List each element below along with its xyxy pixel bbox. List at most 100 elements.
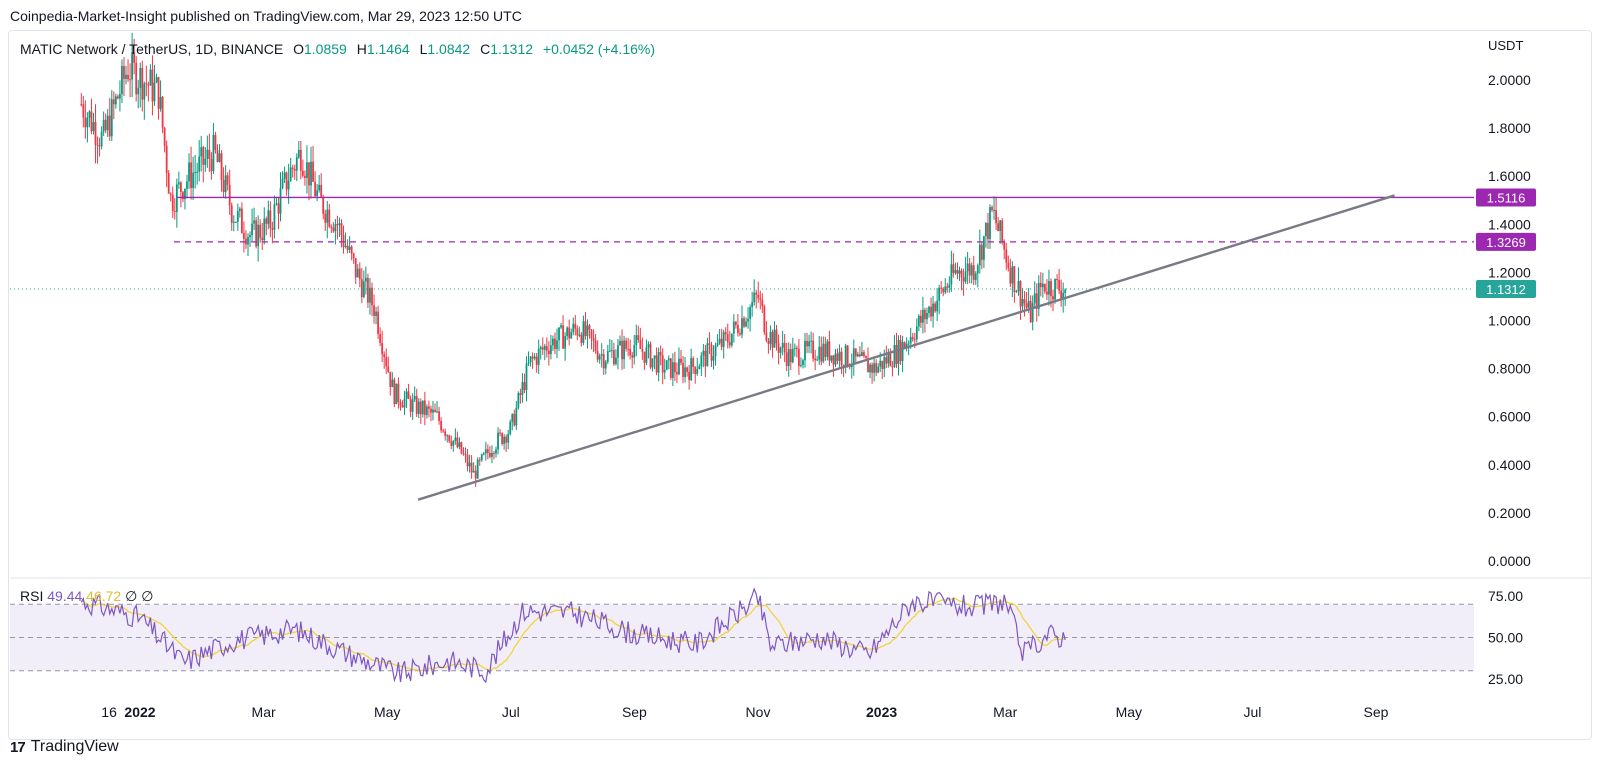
candle xyxy=(972,255,975,285)
candle xyxy=(472,462,475,473)
candle xyxy=(804,332,806,368)
candle xyxy=(354,258,357,284)
candle xyxy=(598,353,601,364)
candle xyxy=(1046,279,1048,300)
candle xyxy=(281,171,284,190)
low-value: 1.0842 xyxy=(427,41,471,57)
price-axis-tick: 0.4000 xyxy=(1488,457,1531,473)
candle xyxy=(1060,279,1063,307)
candle xyxy=(322,194,325,220)
candle xyxy=(716,334,719,347)
candle xyxy=(1023,291,1026,317)
candle xyxy=(537,339,540,374)
candle xyxy=(627,337,630,357)
candle xyxy=(393,377,396,408)
candle xyxy=(318,174,321,193)
candle xyxy=(812,332,815,362)
change-value: +0.0452 (+4.16%) xyxy=(542,41,656,57)
candle xyxy=(761,293,764,313)
trend-line[interactable] xyxy=(417,194,1395,501)
price-axis-tick: 0.8000 xyxy=(1488,361,1531,377)
candle xyxy=(409,395,412,418)
candle xyxy=(952,253,955,278)
candle xyxy=(936,288,939,322)
candle xyxy=(771,329,774,358)
candle xyxy=(956,262,959,280)
candle xyxy=(425,404,428,419)
rsi-axis-tick: 75.00 xyxy=(1488,588,1523,604)
candle xyxy=(728,330,731,349)
candle xyxy=(543,343,546,361)
candle xyxy=(452,440,455,452)
rsi-title[interactable]: RSI xyxy=(20,588,44,604)
candle xyxy=(838,344,841,369)
candle xyxy=(954,262,957,275)
candle xyxy=(700,352,703,376)
time-axis-tick: May xyxy=(1116,704,1142,720)
candle xyxy=(649,341,652,370)
candle xyxy=(596,340,599,363)
candle xyxy=(194,154,197,189)
candle xyxy=(810,331,812,354)
candle xyxy=(1025,291,1028,310)
candle xyxy=(415,388,418,418)
candle xyxy=(434,403,436,413)
candle xyxy=(917,314,920,332)
candle xyxy=(450,435,453,450)
candle xyxy=(1033,281,1036,309)
candle xyxy=(1001,218,1004,245)
candle xyxy=(919,309,922,329)
level-price-label: 1.3269 xyxy=(1486,235,1526,250)
candle xyxy=(486,444,489,460)
candle xyxy=(474,465,477,487)
candle xyxy=(1017,267,1020,296)
candle xyxy=(696,357,699,376)
symbol-title[interactable]: MATIC Network / TetherUS, 1D, BINANCE xyxy=(20,41,284,57)
candle xyxy=(871,362,873,384)
candle xyxy=(495,446,497,458)
candle xyxy=(629,339,632,360)
candle xyxy=(460,441,463,455)
candle xyxy=(698,363,701,370)
candle xyxy=(255,217,258,249)
candle xyxy=(517,391,520,410)
candle xyxy=(88,110,91,128)
candle xyxy=(832,355,835,377)
candle xyxy=(562,315,564,349)
candle xyxy=(576,325,579,341)
candle xyxy=(456,431,459,449)
candle xyxy=(527,351,530,366)
candle xyxy=(135,56,138,102)
candle xyxy=(783,333,786,363)
tradingview-brand[interactable]: 17 TradingView xyxy=(10,738,119,756)
candle xyxy=(177,171,180,189)
candle xyxy=(444,428,447,441)
price-unit-label[interactable]: USDT xyxy=(1488,38,1524,53)
time-axis-tick: 2022 xyxy=(124,704,155,720)
candle xyxy=(617,339,619,370)
candle xyxy=(332,222,335,233)
price-axis-tick: 0.6000 xyxy=(1488,409,1531,425)
candle xyxy=(1009,258,1012,287)
candle xyxy=(753,279,756,306)
candle xyxy=(881,360,884,379)
candle xyxy=(395,383,398,405)
candle xyxy=(560,323,562,330)
candle xyxy=(993,196,995,220)
candle xyxy=(165,140,168,188)
candle xyxy=(141,60,144,112)
candle xyxy=(440,417,443,433)
last-price-label: 1.1312 xyxy=(1486,282,1526,297)
candle xyxy=(464,447,467,463)
candle xyxy=(295,153,298,182)
candle xyxy=(360,268,363,304)
rsi-flag-1: ∅ xyxy=(125,588,138,604)
candle xyxy=(127,59,129,82)
candle xyxy=(830,355,833,364)
candle xyxy=(615,349,617,366)
time-axis-tick: Mar xyxy=(993,704,1017,720)
candle xyxy=(273,195,276,239)
candle xyxy=(507,429,510,450)
candle xyxy=(777,334,780,365)
